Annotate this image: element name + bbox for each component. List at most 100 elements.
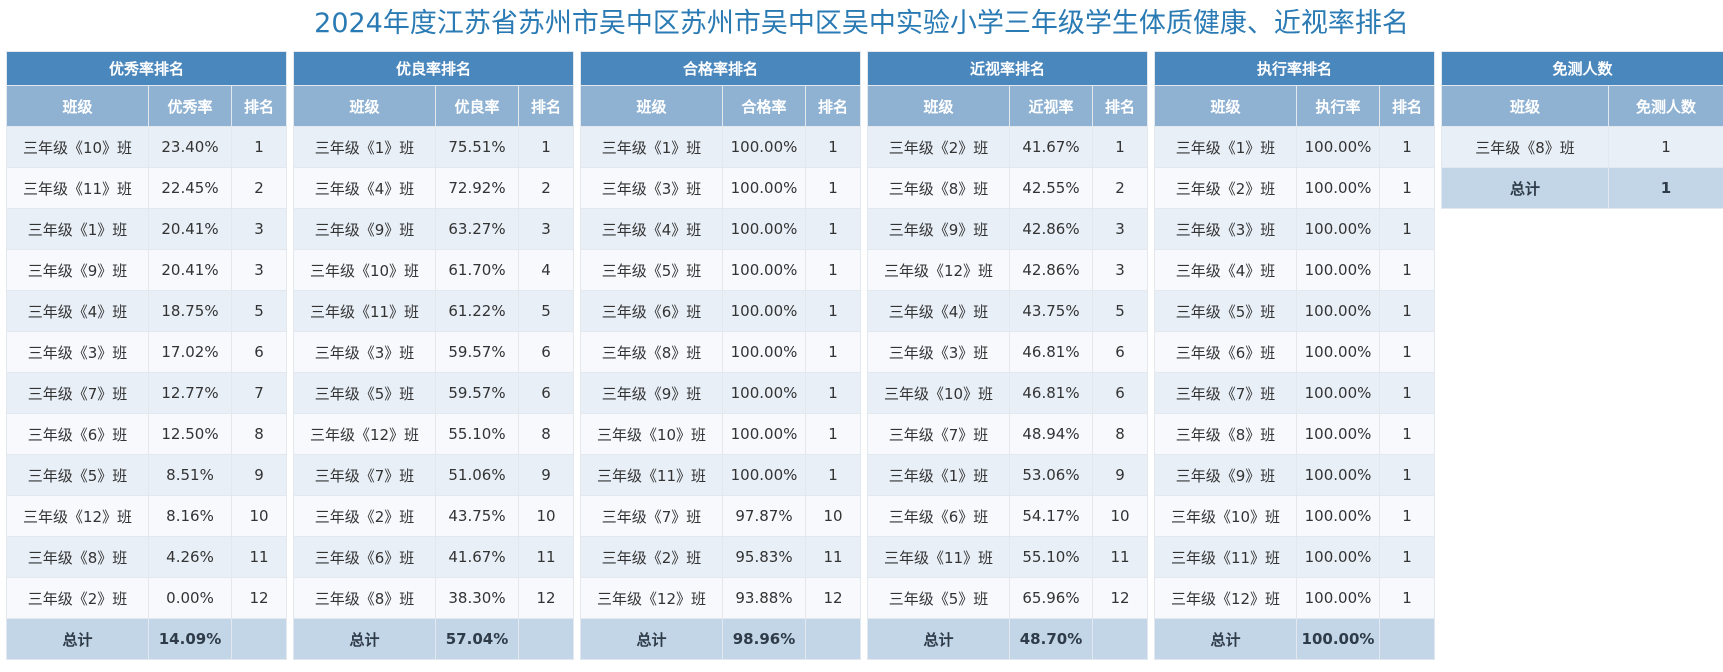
table-row: 三年级《1》班 53.06% 9 bbox=[867, 454, 1149, 496]
total-cell: 48.70% bbox=[1009, 618, 1093, 660]
total-cell: 57.04% bbox=[435, 618, 519, 660]
table-cell: 1 bbox=[804, 208, 862, 250]
table-cell: 10 bbox=[517, 495, 575, 537]
table-cell: 1 bbox=[1378, 454, 1436, 496]
column-header[interactable]: 合格率 bbox=[722, 85, 806, 127]
table-cell: 1 bbox=[1378, 413, 1436, 455]
table-cell: 18.75% bbox=[148, 290, 232, 332]
table-cell: 三年级《10》班 bbox=[293, 249, 436, 291]
column-header[interactable]: 班级 bbox=[1441, 85, 1609, 127]
table-row: 三年级《9》班 42.86% 3 bbox=[867, 208, 1149, 250]
table-row: 三年级《12》班 55.10% 8 bbox=[293, 413, 575, 455]
table-cell: 65.96% bbox=[1009, 577, 1093, 619]
table-row: 三年级《4》班 43.75% 5 bbox=[867, 290, 1149, 332]
table-row: 三年级《6》班 100.00% 1 bbox=[1154, 331, 1436, 373]
table-cell: 2 bbox=[230, 167, 288, 209]
table-cell: 3 bbox=[230, 249, 288, 291]
table-row: 三年级《3》班 100.00% 1 bbox=[1154, 208, 1436, 250]
table-cell: 三年级《1》班 bbox=[580, 126, 723, 168]
table-cell: 3 bbox=[1091, 249, 1149, 291]
table-cell: 93.88% bbox=[722, 577, 806, 619]
column-header[interactable]: 班级 bbox=[867, 85, 1010, 127]
table-cell: 11 bbox=[804, 536, 862, 578]
page-title: 2024年度江苏省苏州市吴中区苏州市吴中区吴中实验小学三年级学生体质健康、近视率… bbox=[314, 8, 1409, 39]
table-cell: 三年级《1》班 bbox=[6, 208, 149, 250]
table-cell: 61.22% bbox=[435, 290, 519, 332]
column-header[interactable]: 排名 bbox=[517, 85, 575, 127]
column-header[interactable]: 排名 bbox=[1091, 85, 1149, 127]
column-header[interactable]: 班级 bbox=[6, 85, 149, 127]
table-cell: 三年级《9》班 bbox=[1154, 454, 1297, 496]
table-cell: 三年级《6》班 bbox=[6, 413, 149, 455]
table-cell: 1 bbox=[804, 454, 862, 496]
table-cell: 三年级《6》班 bbox=[867, 495, 1010, 537]
table-row: 三年级《8》班 38.30% 12 bbox=[293, 577, 575, 619]
table-row: 三年级《1》班 100.00% 1 bbox=[1154, 126, 1436, 168]
table-row: 三年级《1》班 100.00% 1 bbox=[580, 126, 862, 168]
table-cell: 100.00% bbox=[1296, 331, 1380, 373]
column-header[interactable]: 近视率 bbox=[1009, 85, 1093, 127]
table-cell: 42.86% bbox=[1009, 208, 1093, 250]
table-cell: 1 bbox=[804, 372, 862, 414]
column-header[interactable]: 班级 bbox=[580, 85, 723, 127]
table-cell: 61.70% bbox=[435, 249, 519, 291]
column-header[interactable]: 班级 bbox=[293, 85, 436, 127]
table-cell: 三年级《3》班 bbox=[6, 331, 149, 373]
table-cell: 三年级《1》班 bbox=[293, 126, 436, 168]
table-cell: 51.06% bbox=[435, 454, 519, 496]
table-cell: 17.02% bbox=[148, 331, 232, 373]
table-cell: 三年级《10》班 bbox=[1154, 495, 1297, 537]
table-row: 三年级《3》班 59.57% 6 bbox=[293, 331, 575, 373]
table-cell: 41.67% bbox=[435, 536, 519, 578]
table-row: 三年级《7》班 100.00% 1 bbox=[1154, 372, 1436, 414]
table-title: 优良率排名 bbox=[292, 51, 575, 86]
table-row: 三年级《11》班 55.10% 11 bbox=[867, 536, 1149, 578]
table-cell: 8 bbox=[517, 413, 575, 455]
table-cell: 三年级《11》班 bbox=[1154, 536, 1297, 578]
table-cell: 100.00% bbox=[1296, 495, 1380, 537]
table-cell: 12 bbox=[1091, 577, 1149, 619]
table-cell: 1 bbox=[1091, 126, 1149, 168]
column-header[interactable]: 优秀率 bbox=[148, 85, 232, 127]
table-cell: 100.00% bbox=[1296, 290, 1380, 332]
table-cell: 2 bbox=[517, 167, 575, 209]
table-cell: 三年级《8》班 bbox=[867, 167, 1010, 209]
table-cell: 48.94% bbox=[1009, 413, 1093, 455]
table-cell: 10 bbox=[1091, 495, 1149, 537]
table-cell: 100.00% bbox=[722, 290, 806, 332]
column-header[interactable]: 免测人数 bbox=[1607, 85, 1723, 127]
column-header[interactable]: 执行率 bbox=[1296, 85, 1380, 127]
table-cell: 55.10% bbox=[1009, 536, 1093, 578]
table-row: 三年级《7》班 51.06% 9 bbox=[293, 454, 575, 496]
table-cell: 1 bbox=[1378, 372, 1436, 414]
table-row: 三年级《1》班 20.41% 3 bbox=[6, 208, 288, 250]
table-cell: 1 bbox=[1378, 167, 1436, 209]
table-cell: 12.50% bbox=[148, 413, 232, 455]
table-cell: 12 bbox=[517, 577, 575, 619]
column-header[interactable]: 班级 bbox=[1154, 85, 1297, 127]
table-cell: 100.00% bbox=[722, 454, 806, 496]
column-header[interactable]: 排名 bbox=[230, 85, 288, 127]
table-cell: 1 bbox=[804, 290, 862, 332]
table-cell: 23.40% bbox=[148, 126, 232, 168]
table-cell: 三年级《2》班 bbox=[293, 495, 436, 537]
table-cell: 100.00% bbox=[1296, 167, 1380, 209]
table-cell: 11 bbox=[517, 536, 575, 578]
table-cell: 1 bbox=[804, 331, 862, 373]
table-cell: 97.87% bbox=[722, 495, 806, 537]
table-cell: 100.00% bbox=[722, 167, 806, 209]
column-header[interactable]: 排名 bbox=[1378, 85, 1436, 127]
total-cell: 14.09% bbox=[148, 618, 232, 660]
table-cell: 12.77% bbox=[148, 372, 232, 414]
column-header[interactable]: 排名 bbox=[804, 85, 862, 127]
table-cell: 三年级《3》班 bbox=[293, 331, 436, 373]
table-row: 三年级《5》班 8.51% 9 bbox=[6, 454, 288, 496]
table-row: 三年级《7》班 48.94% 8 bbox=[867, 413, 1149, 455]
column-header[interactable]: 优良率 bbox=[435, 85, 519, 127]
table-cell: 5 bbox=[230, 290, 288, 332]
table-cell: 42.55% bbox=[1009, 167, 1093, 209]
table-cell: 6 bbox=[517, 331, 575, 373]
table-cell: 三年级《7》班 bbox=[6, 372, 149, 414]
table-cell: 6 bbox=[517, 372, 575, 414]
table-row: 三年级《10》班 46.81% 6 bbox=[867, 372, 1149, 414]
